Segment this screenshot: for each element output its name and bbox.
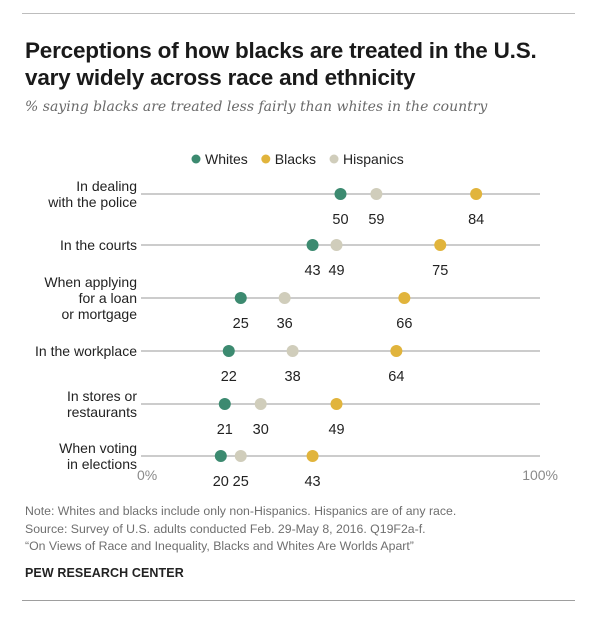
data-point-hispanics xyxy=(234,450,247,462)
data-label-whites: 50 xyxy=(332,212,348,228)
legend: Whites Blacks Hispanics xyxy=(191,151,404,167)
data-point-hispanics xyxy=(278,292,291,304)
data-point-hispanics xyxy=(370,188,383,200)
category-label: In stores or xyxy=(67,388,137,404)
data-label-blacks: 75 xyxy=(432,263,448,279)
legend-label-whites: Whites xyxy=(205,151,248,167)
data-point-blacks xyxy=(434,239,447,251)
data-label-blacks: 66 xyxy=(396,316,412,332)
brand-logo-text: PEW RESEARCH CENTER xyxy=(25,566,184,580)
source-text: Source: Survey of U.S. adults conducted … xyxy=(25,521,426,536)
category-label: or mortgage xyxy=(62,306,138,322)
data-label-blacks: 49 xyxy=(328,422,344,438)
bottom-rule xyxy=(22,600,575,601)
chart-subtitle: % saying blacks are treated less fairly … xyxy=(25,99,488,115)
data-point-blacks xyxy=(330,398,343,410)
data-point-blacks xyxy=(470,188,483,200)
data-point-whites xyxy=(218,398,231,410)
data-label-whites: 25 xyxy=(233,316,249,332)
data-label-blacks: 84 xyxy=(468,212,484,228)
x-tick-label: 100% xyxy=(522,467,558,483)
category-label: in elections xyxy=(67,456,137,472)
data-label-hispanics: 49 xyxy=(328,263,344,279)
data-point-whites xyxy=(222,345,235,357)
data-label-hispanics: 38 xyxy=(285,369,301,385)
legend-label-blacks: Blacks xyxy=(275,151,316,167)
legend-marker-hispanics xyxy=(329,154,339,164)
category-label: In the workplace xyxy=(35,343,137,359)
data-label-hispanics: 36 xyxy=(277,316,293,332)
data-point-hispanics xyxy=(254,398,267,410)
report-title-text: “On Views of Race and Inequality, Blacks… xyxy=(25,539,414,553)
data-label-whites: 22 xyxy=(221,369,237,385)
category-label: restaurants xyxy=(67,404,137,420)
data-point-whites xyxy=(214,450,227,462)
legend-marker-whites xyxy=(191,154,201,164)
category-label: In dealing xyxy=(76,178,137,194)
data-label-whites: 21 xyxy=(217,422,233,438)
data-point-whites xyxy=(306,239,319,251)
data-point-blacks xyxy=(390,345,403,357)
category-label: for a loan xyxy=(79,290,137,306)
data-label-blacks: 64 xyxy=(388,369,404,385)
legend-label-hispanics: Hispanics xyxy=(343,151,404,167)
data-point-whites xyxy=(334,188,347,200)
data-label-whites: 20 xyxy=(213,474,229,490)
data-point-whites xyxy=(234,292,247,304)
category-label: In the courts xyxy=(60,237,137,253)
data-label-hispanics: 25 xyxy=(233,474,249,490)
data-point-blacks xyxy=(306,450,319,462)
category-label: When applying xyxy=(44,274,137,290)
chart-title: Perceptions of how blacks are treated in… xyxy=(25,38,537,90)
data-label-hispanics: 30 xyxy=(253,422,269,438)
x-tick-label: 0% xyxy=(137,467,157,483)
footnotes: Note: Whites and blacks include only non… xyxy=(25,503,456,556)
top-rule xyxy=(22,13,575,14)
data-label-blacks: 43 xyxy=(304,474,320,490)
category-label: When voting xyxy=(59,440,137,456)
note-text: Note: Whites and blacks include only non… xyxy=(25,504,457,518)
data-point-blacks xyxy=(398,292,411,304)
data-point-hispanics xyxy=(286,345,299,357)
data-label-hispanics: 59 xyxy=(368,212,384,228)
data-label-whites: 43 xyxy=(304,263,320,279)
category-label: with the police xyxy=(47,194,137,210)
legend-marker-blacks xyxy=(261,154,271,164)
data-point-hispanics xyxy=(330,239,343,251)
